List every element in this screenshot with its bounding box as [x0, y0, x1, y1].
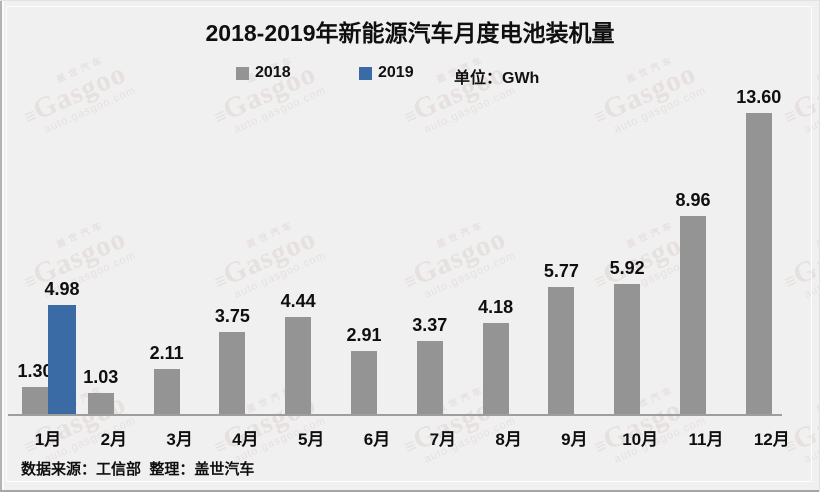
legend-label-2019: 2019: [378, 64, 414, 81]
value-label-2018-7月: 3.37: [412, 315, 448, 335]
legend-label-2018: 2018: [255, 64, 291, 81]
value-label-2018-11月: 8.96: [675, 190, 711, 210]
value-label-2018-3月: 2.11: [149, 343, 184, 363]
x-axis-label: 8月: [495, 430, 522, 449]
value-label-2018-8月: 4.18: [478, 297, 514, 317]
bar-2018-1月: [22, 387, 48, 416]
legend: 2018 2019 单位：GWh: [0, 64, 820, 87]
x-axis-label: 3月: [166, 430, 193, 449]
x-axis-label: 4月: [232, 430, 259, 449]
bar-2018-6月: [351, 351, 377, 416]
x-axis-label: 12月: [753, 430, 790, 449]
bar-2018-5月: [285, 317, 312, 416]
edge-bottom: [0, 490, 820, 492]
legend-swatch-2018-icon: [236, 66, 249, 80]
value-label-2018-1月: 1.30: [17, 361, 53, 381]
x-axis-label: 5月: [297, 430, 325, 449]
value-label-2018-5月: 4.44: [280, 291, 316, 311]
bar-2018-2月: [87, 393, 114, 416]
x-axis-line: [8, 414, 782, 416]
value-label-2018-2月: 1.03: [83, 367, 119, 387]
value-label-2018-12月: 13.60: [736, 87, 782, 107]
edge-top: [0, 0, 820, 1]
legend-swatch-2019-icon: [359, 66, 372, 80]
edge-left-highlight: [2, 0, 4, 492]
x-axis-label: 6月: [363, 430, 391, 449]
x-axis-label: 1月: [34, 430, 62, 449]
value-label-2018-6月: 2.91: [346, 325, 382, 345]
x-axis-label: 2月: [100, 430, 128, 449]
bar-2018-4月: [219, 332, 246, 416]
source-note: 数据来源：工信部 整理：盖世汽车: [21, 461, 255, 478]
unit-label: 单位：GWh: [454, 70, 540, 87]
edge-left: [0, 0, 2, 492]
x-axis-label: 9月: [561, 430, 588, 449]
bar-2018-11月: [680, 216, 706, 416]
x-axis-label: 7月: [429, 430, 457, 449]
x-axis-label: 10月: [622, 430, 659, 449]
legend-item-2018: 2018: [236, 64, 291, 82]
bar-2018-12月: [745, 113, 772, 416]
x-axis-label: 11月: [688, 430, 724, 449]
chart-title: 2018-2019年新能源汽车月度电池装机量: [205, 20, 615, 46]
bar-2019-1月: [48, 305, 76, 416]
bar-2018-8月: [482, 323, 509, 416]
bar-2018-3月: [153, 369, 180, 416]
value-label-2018-10月: 5.92: [609, 258, 645, 278]
bar-2018-7月: [416, 341, 443, 416]
value-label-2019-1月: 4.98: [44, 279, 80, 299]
bar-2018-9月: [548, 287, 575, 416]
bar-2018-10月: [614, 284, 641, 416]
value-label-2018-9月: 5.77: [543, 261, 579, 281]
value-label-2018-4月: 3.75: [214, 306, 250, 326]
legend-item-2019: 2019: [359, 64, 414, 82]
